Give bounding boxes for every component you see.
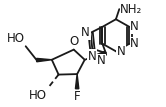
Text: N: N xyxy=(130,20,139,33)
Text: HO: HO xyxy=(7,32,25,45)
Text: O: O xyxy=(69,35,78,48)
Text: N: N xyxy=(88,50,97,63)
Polygon shape xyxy=(37,58,52,62)
Text: N: N xyxy=(81,26,90,39)
Text: N: N xyxy=(117,45,125,58)
Polygon shape xyxy=(85,51,106,60)
Text: NH₂: NH₂ xyxy=(120,3,142,16)
Text: N: N xyxy=(97,54,105,67)
Polygon shape xyxy=(75,74,79,89)
Text: N: N xyxy=(130,37,139,50)
Text: HO: HO xyxy=(29,89,47,102)
Text: F: F xyxy=(74,90,81,103)
